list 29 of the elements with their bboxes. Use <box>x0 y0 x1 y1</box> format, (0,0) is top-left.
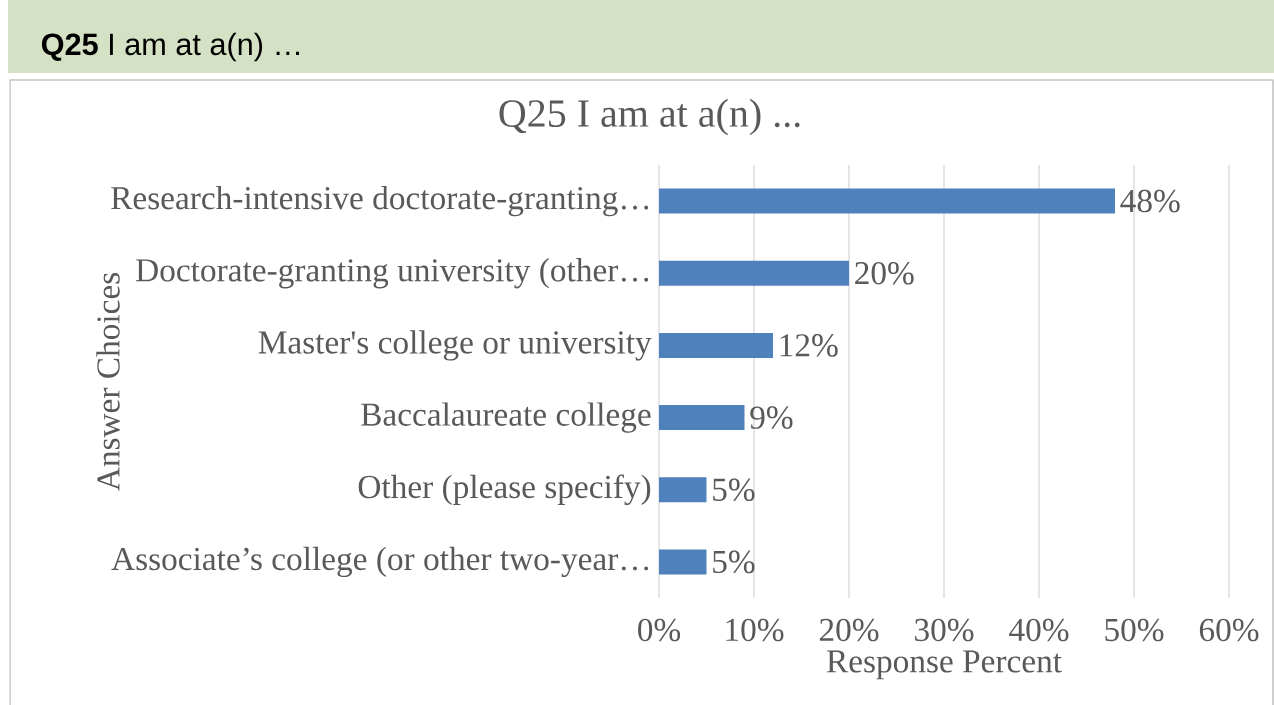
x-axis-title: Response Percent <box>826 650 1062 680</box>
y-tick-label: Master's college or university <box>258 330 652 361</box>
bar <box>659 477 707 503</box>
y-tick-label: Doctorate-granting university (other… <box>136 258 649 289</box>
data-label: 48% <box>1120 189 1180 213</box>
data-label: 12% <box>780 334 838 357</box>
y-tick-label: Other (please specify) <box>358 474 651 506</box>
y-tick-label: Research-intensive doctorate-granting… <box>111 185 649 217</box>
bar <box>659 188 1115 214</box>
x-tick-label: 0% <box>638 618 681 642</box>
bar <box>659 332 773 358</box>
x-tick-label: 40% <box>1009 618 1069 642</box>
y-tick-label: Associate’s college (or other two-year… <box>111 546 649 578</box>
x-tick-label: 30% <box>915 618 974 642</box>
data-label: 5% <box>713 550 755 574</box>
x-tick-label: 10% <box>726 618 784 642</box>
text: Q25 I am at a(n) … <box>41 32 299 62</box>
chart-title: Q25 I am at a(n) ... <box>499 98 800 136</box>
data-label: 5% <box>713 478 755 502</box>
y-axis-title: Answer Choices <box>96 273 120 491</box>
bar <box>659 549 707 575</box>
data-label: 20% <box>855 261 914 285</box>
x-tick-label: 20% <box>819 618 879 642</box>
x-tick-label: 50% <box>1105 618 1164 642</box>
y-tick-label: Baccalaureate college <box>361 402 651 433</box>
bar <box>659 405 745 431</box>
bar <box>659 260 849 286</box>
data-label: 9% <box>750 406 793 429</box>
x-tick-label: 60% <box>1199 618 1259 642</box>
